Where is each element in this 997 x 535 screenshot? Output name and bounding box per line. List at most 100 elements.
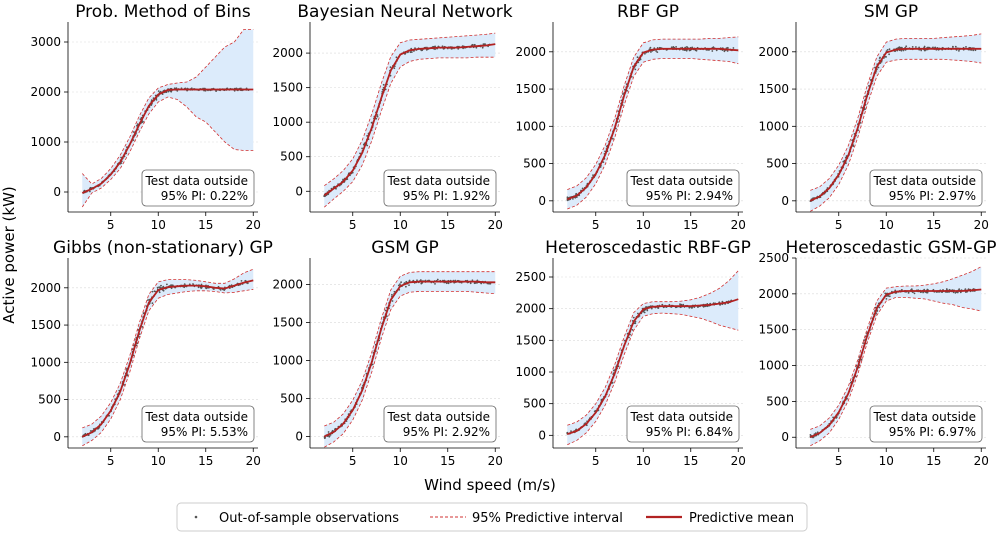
observation-point [593, 410, 596, 413]
annotation-line-1: Test data outside [872, 174, 976, 188]
observation-point [142, 120, 144, 123]
annotation-box [141, 169, 255, 207]
observation-point [860, 358, 863, 361]
observation-point [888, 48, 891, 51]
y-tick-label: 2000 [515, 302, 546, 316]
observation-point [645, 306, 648, 308]
y-tick-label: 1500 [272, 316, 303, 330]
observation-point [842, 160, 845, 163]
observation-point [636, 56, 639, 59]
observation-point [649, 46, 652, 49]
observation-point [156, 286, 159, 289]
observation-point [141, 326, 144, 328]
observation-point [434, 45, 436, 48]
observation-point [670, 46, 673, 49]
observation-point [158, 291, 161, 294]
observation-point [888, 53, 890, 56]
legend-frame [176, 502, 808, 532]
observation-point [612, 137, 614, 140]
y-tick-label: 500 [766, 394, 789, 408]
observation-point [907, 292, 910, 294]
observation-point [408, 284, 410, 286]
observation-point [905, 45, 908, 48]
y-tick-label: 1500 [758, 82, 789, 96]
observation-point [391, 300, 394, 302]
observation-point [382, 83, 385, 86]
x-tick-label: 10 [393, 218, 408, 232]
interval-lower-line [810, 58, 982, 212]
observation-point [888, 295, 891, 298]
panel-7: 5 10 15 20 0 500 1000 1500 2000 2500 Heteroscedast… [515, 238, 750, 468]
observation-point [956, 291, 959, 294]
observation-point [167, 90, 170, 93]
y-tick-label: 2500 [515, 270, 546, 284]
observation-point [864, 108, 866, 110]
annotation-box [383, 169, 497, 207]
observation-point [219, 289, 222, 291]
observation-point [204, 287, 207, 289]
observation-point [153, 290, 156, 293]
mean-line [809, 288, 982, 439]
observation-point [192, 283, 194, 285]
panel-title: Heteroscedastic RBF-GP [545, 238, 751, 258]
observation-point [613, 369, 615, 372]
observation-point [393, 67, 396, 70]
x-tick-label: 5 [835, 454, 843, 468]
observation-point [958, 50, 960, 52]
observation-point [656, 51, 659, 53]
interval-lower-line [567, 312, 739, 446]
observation-point [913, 292, 916, 295]
shared-y-axis-label: Active power (kW) [0, 186, 18, 324]
x-tick-label: 10 [636, 218, 651, 232]
interval-upper-line [324, 32, 496, 187]
annotation-line-2: 95% PI: 0.22% [161, 189, 248, 203]
observation-point [915, 46, 917, 48]
y-tick-label: 1000 [272, 354, 303, 368]
observation-point [436, 278, 439, 281]
interval-upper-line [82, 268, 254, 429]
observation-point [934, 46, 937, 49]
x-tick-label: 10 [393, 454, 408, 468]
observation-point [370, 121, 373, 124]
annotation-box [869, 169, 983, 207]
x-tick-label: 15 [926, 218, 941, 232]
interval-band [324, 271, 496, 448]
x-tick-label: 10 [879, 454, 894, 468]
observation-point [877, 66, 880, 69]
observation-point [611, 381, 614, 384]
y-tick-label: 2000 [272, 46, 303, 60]
observation-point [695, 49, 698, 52]
observation-point [675, 46, 677, 48]
observation-point [361, 147, 363, 150]
mean-line [323, 43, 496, 197]
panel-title: Bayesian Neural Network [297, 2, 512, 22]
observation-point [886, 49, 889, 51]
interval-lower-line [567, 58, 739, 210]
observation-point [162, 285, 165, 288]
interval-upper-line [567, 270, 739, 426]
y-tick-label: 0 [53, 430, 61, 444]
observation-point [972, 49, 975, 52]
panel-3: 5 10 15 20 0 500 1000 1500 2000 RBF GP Test data o… [515, 2, 745, 232]
interval-upper-line [324, 271, 496, 427]
x-tick-label: 5 [835, 218, 843, 232]
interval-band [567, 36, 739, 210]
observation-point [151, 290, 154, 293]
interval-band [324, 33, 496, 208]
observation-point [726, 50, 729, 52]
x-tick-label: 5 [349, 218, 357, 232]
y-tick-label: 1000 [515, 365, 546, 379]
observation-point [622, 93, 624, 95]
observation-point [974, 49, 977, 52]
observation-point [581, 187, 584, 190]
annotation-line-1: Test data outside [144, 174, 248, 188]
x-tick-label: 5 [107, 454, 115, 468]
observation-point [328, 435, 331, 437]
x-tick-label: 5 [107, 218, 115, 232]
mean-line [809, 47, 982, 202]
y-tick-label: 3000 [30, 35, 61, 49]
annotation-box [383, 405, 497, 443]
x-tick-label: 15 [683, 454, 698, 468]
x-tick-label: 15 [440, 454, 455, 468]
